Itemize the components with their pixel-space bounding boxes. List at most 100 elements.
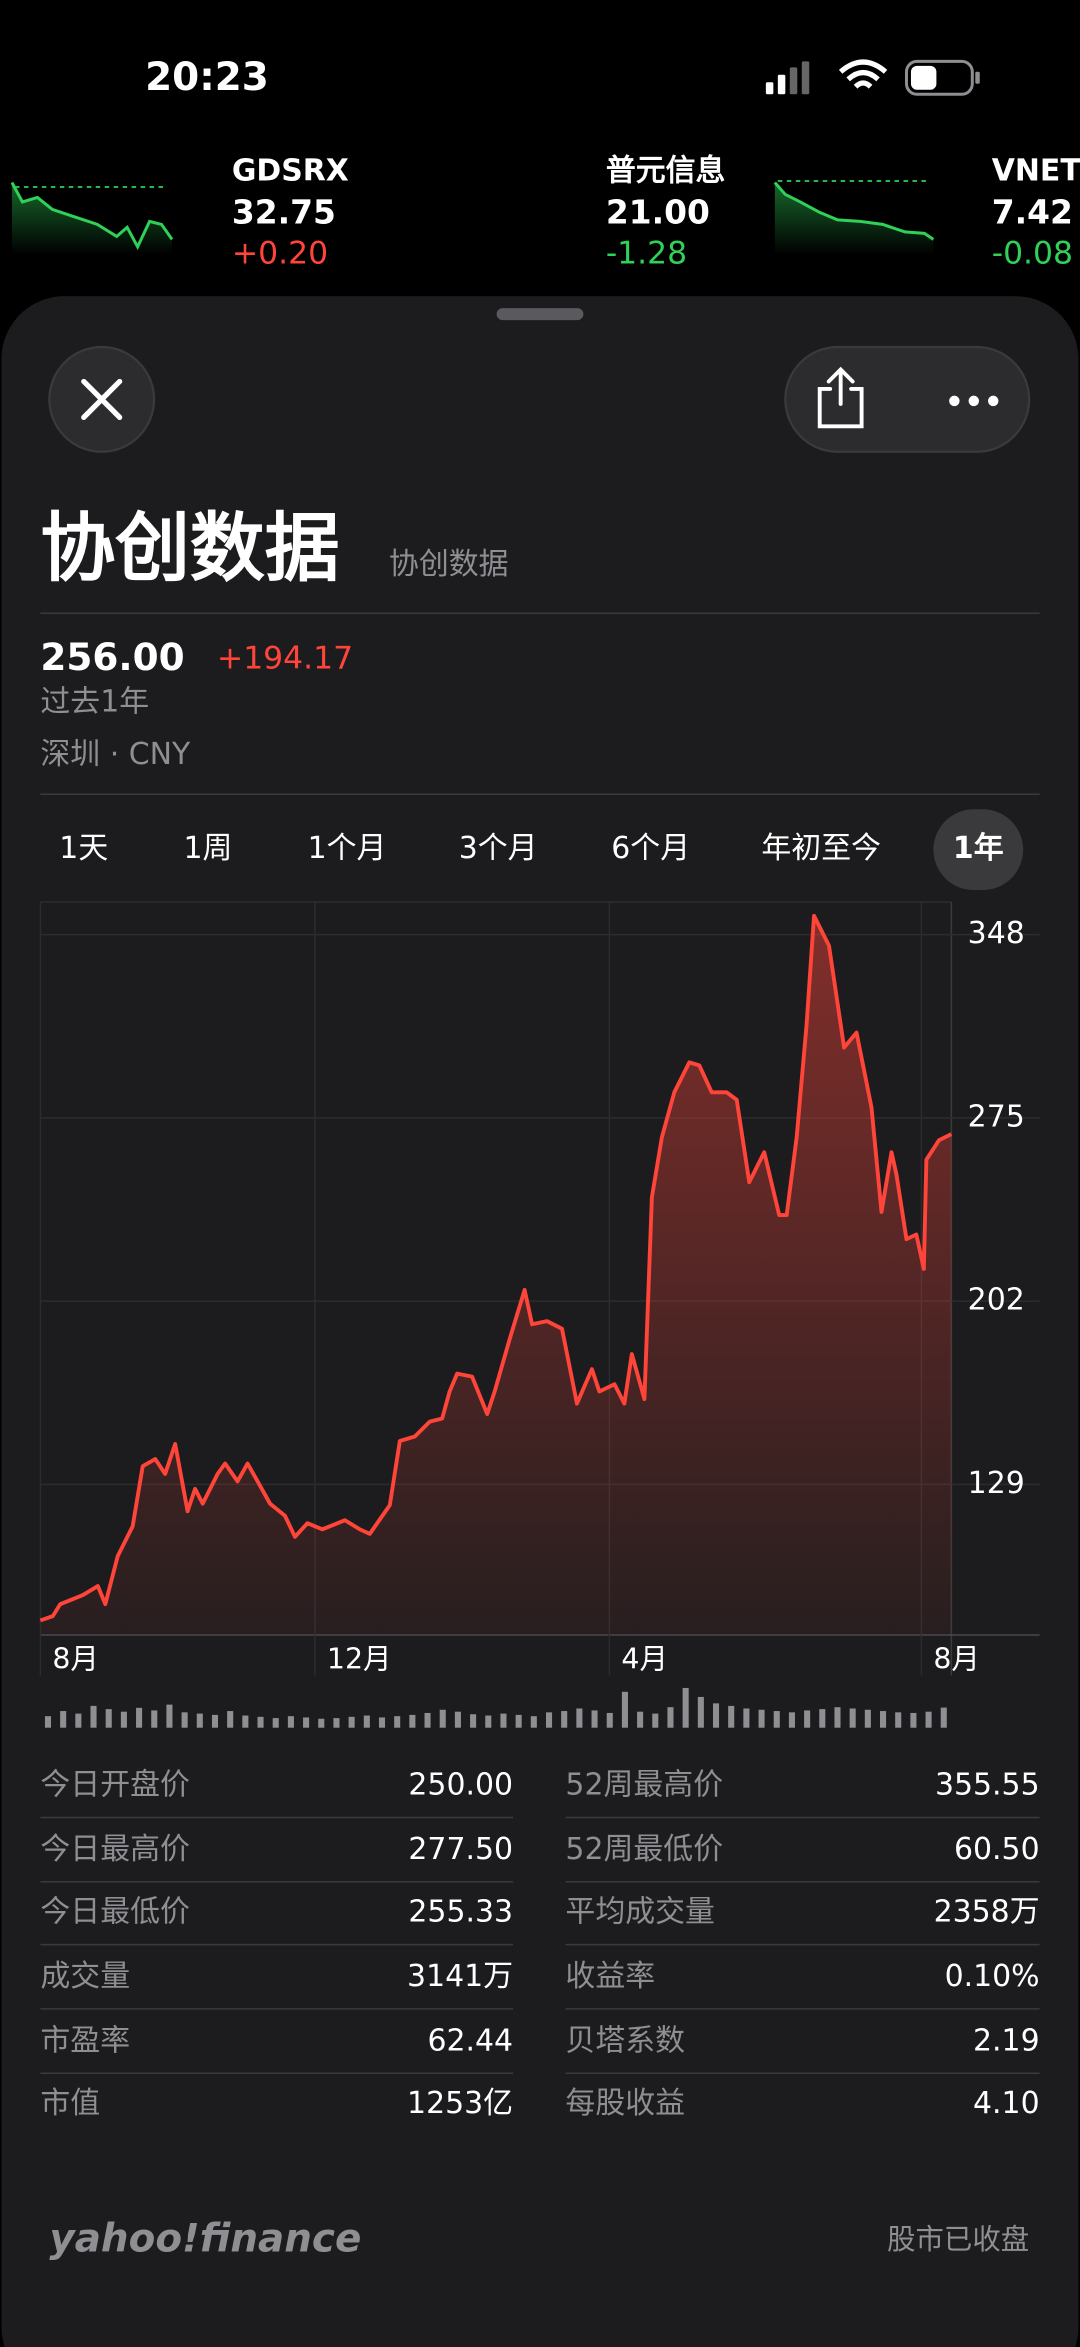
price-area: [40, 915, 952, 1635]
y-tick-label: 129: [968, 1466, 1025, 1501]
volume-bar: [712, 1703, 720, 1728]
ticker-change: -0.08: [992, 235, 1073, 271]
ticker-symbol: VNET: [992, 154, 1080, 189]
stat-value: 0.10%: [945, 1959, 1040, 1994]
range-tab[interactable]: 1天: [59, 831, 108, 866]
volume-bar: [637, 1711, 644, 1728]
volume-bar: [120, 1711, 127, 1728]
stat-value: 1253亿: [407, 2086, 513, 2121]
range-tab[interactable]: 3个月: [459, 831, 538, 866]
market-status: 股市已收盘: [887, 2223, 1029, 2256]
x-tick-label: 12月: [327, 1642, 392, 1675]
range-selected: [933, 809, 1024, 891]
period: 过去1年: [40, 685, 149, 720]
volume-bar: [318, 1718, 325, 1728]
volume-bar: [667, 1707, 674, 1728]
volume-bar: [287, 1716, 294, 1728]
range-tab[interactable]: 1年: [953, 831, 1004, 866]
range-tab[interactable]: 6个月: [611, 831, 690, 866]
stat-value: 4.10: [973, 2086, 1040, 2121]
volume-bar: [44, 1716, 52, 1728]
ticker-symbol: 普元信息: [606, 154, 726, 189]
price-line: [39, 913, 953, 1623]
stock-title: 协创数据: [40, 505, 339, 592]
wifi-icon: [838, 59, 888, 89]
signal-icon: [765, 61, 810, 95]
volume-bar: [454, 1711, 461, 1728]
volume-bar: [895, 1712, 902, 1728]
range-tab[interactable]: 1周: [183, 831, 232, 866]
volume-bar: [485, 1715, 492, 1728]
volume-bar: [591, 1710, 598, 1728]
stat-label: 收益率: [565, 1959, 655, 1994]
stat-value: 2.19: [973, 2023, 1040, 2058]
volume-bar: [500, 1713, 507, 1728]
volume-bar: [257, 1716, 264, 1728]
volume-bar: [348, 1716, 355, 1728]
ticker-change: +0.20: [232, 235, 328, 271]
stock-subtitle: 协创数据: [389, 547, 509, 582]
volume-bar: [652, 1713, 659, 1728]
stat-label: 平均成交量: [565, 1895, 715, 1930]
sparkline: [10, 181, 174, 255]
x-tick-label: 8月: [52, 1642, 98, 1675]
x-tick-label: 4月: [621, 1642, 667, 1675]
volume-bar: [925, 1711, 932, 1728]
volume-bar: [621, 1691, 628, 1728]
stat-value: 250.00: [408, 1768, 513, 1803]
volume-bar: [424, 1712, 431, 1728]
volume-bar: [879, 1711, 887, 1728]
volume-bar: [561, 1711, 568, 1728]
volume-bar: [606, 1712, 613, 1728]
ticker-symbol: GDSRX: [232, 154, 349, 189]
stat-label: 市盈率: [40, 2023, 130, 2058]
volume-bar: [394, 1716, 401, 1728]
stat-value: 355.55: [935, 1768, 1040, 1803]
volume-bar: [819, 1709, 826, 1728]
volume-bar: [181, 1712, 188, 1728]
brand: yahoo!finance: [49, 2216, 361, 2261]
volume-bar: [166, 1704, 173, 1728]
ticker-price: 21.00: [606, 192, 710, 231]
share-button[interactable]: [817, 366, 864, 429]
volume-bar: [910, 1712, 917, 1728]
volume-bar: [378, 1717, 386, 1728]
volume-bar: [697, 1696, 704, 1728]
range-tab[interactable]: 年初至今: [761, 831, 881, 866]
ticker-change: -1.28: [606, 235, 687, 271]
x-tick-label: 8月: [933, 1642, 979, 1675]
volume-bar: [196, 1713, 203, 1728]
volume-bar: [242, 1715, 249, 1728]
range-tab[interactable]: 1个月: [308, 831, 387, 866]
volume-bar: [363, 1715, 370, 1728]
y-tick-label: 348: [968, 916, 1025, 951]
stat-label: 贝塔系数: [565, 2023, 685, 2058]
volume-bar: [90, 1705, 97, 1728]
volume-bar: [758, 1709, 765, 1728]
volume-bar: [333, 1718, 340, 1728]
stat-label: 今日开盘价: [40, 1768, 190, 1803]
stat-value: 62.44: [427, 2023, 513, 2058]
volume-bar: [227, 1711, 234, 1728]
stat-value: 255.33: [408, 1895, 513, 1930]
volume-bar: [788, 1712, 795, 1728]
close-button[interactable]: [48, 345, 156, 453]
volume-bar: [105, 1709, 112, 1728]
volume-bar: [530, 1716, 537, 1728]
more-button[interactable]: [949, 395, 999, 407]
volume-bar: [303, 1717, 310, 1728]
drag-handle[interactable]: [496, 308, 584, 321]
stat-value: 277.50: [408, 1832, 513, 1867]
stat-label: 市值: [40, 2086, 100, 2121]
battery-icon: [904, 59, 980, 96]
stat-value: 3141万: [407, 1959, 513, 1994]
ticker-price: 32.75: [232, 192, 336, 231]
sparkline: [773, 180, 935, 255]
stat-label: 成交量: [40, 1959, 130, 1994]
volume-bar: [470, 1714, 477, 1728]
volume-bar: [682, 1687, 689, 1728]
volume-bar: [940, 1707, 947, 1728]
stat-label: 今日最低价: [40, 1895, 190, 1930]
